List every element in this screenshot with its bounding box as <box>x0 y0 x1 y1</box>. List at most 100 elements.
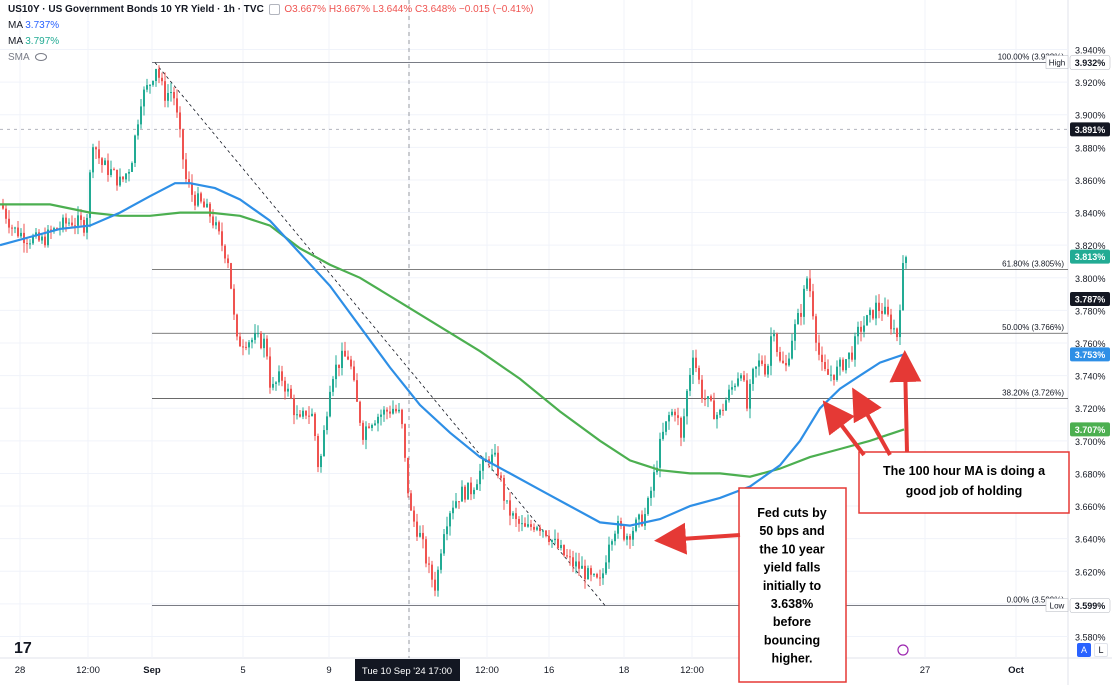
candle-body <box>155 69 157 81</box>
candle-body <box>794 324 796 341</box>
candle-body <box>356 380 358 402</box>
candle-body <box>590 568 592 575</box>
candle-body <box>308 415 310 417</box>
candle-body <box>143 89 145 107</box>
candle-body <box>611 541 613 545</box>
candle-body <box>647 498 649 515</box>
x-tick-label: 12:00 <box>475 665 499 676</box>
candle-body <box>383 409 385 415</box>
ma100-label: MA <box>8 20 23 31</box>
candle-body <box>605 562 607 574</box>
annotation-box-fed <box>738 487 847 683</box>
price-tag-value: 3.753% <box>1075 350 1106 360</box>
candle-body <box>719 409 721 415</box>
sma-row[interactable]: SMA <box>8 50 533 66</box>
candle-body <box>506 500 508 502</box>
candle-body <box>761 360 763 364</box>
candle-body <box>533 526 535 530</box>
candle-body <box>830 374 832 376</box>
candle-body <box>44 236 46 246</box>
candle-body <box>260 333 262 349</box>
candle-body <box>740 375 742 379</box>
log-scale-button[interactable]: L <box>1094 643 1108 657</box>
candle-body <box>536 527 538 530</box>
candle-body <box>797 313 799 325</box>
candle-body <box>698 368 700 380</box>
candle-body <box>803 288 805 317</box>
candle-body <box>599 577 601 579</box>
candle-body <box>584 565 586 580</box>
candle-body <box>125 173 127 180</box>
eye-icon[interactable] <box>34 53 47 62</box>
ma100-row[interactable]: MA 3.737% <box>8 18 533 34</box>
candle-body <box>581 565 583 569</box>
candle-body <box>431 564 433 580</box>
candle-body <box>608 544 610 563</box>
candle-body <box>686 390 688 417</box>
candle-body <box>890 314 892 330</box>
candle-body <box>782 360 784 364</box>
candle-body <box>239 336 241 347</box>
candle-body <box>755 366 757 369</box>
candle-body <box>353 366 355 381</box>
arrow-to-fed-low <box>654 522 741 555</box>
candle-body <box>482 459 484 471</box>
candle-body <box>593 574 595 576</box>
annotation-text-fed: before <box>773 615 811 629</box>
event-flash-icon[interactable] <box>897 644 909 656</box>
candle-body <box>449 513 451 527</box>
tradingview-logo[interactable]: 17 <box>14 640 32 657</box>
candle-body <box>272 383 274 388</box>
annotation-text-fed: 3.638% <box>771 597 813 611</box>
arrow-to-ma-1 <box>822 400 866 457</box>
candle-body <box>296 414 298 416</box>
candle-body <box>779 351 781 361</box>
candle-body <box>818 342 820 355</box>
candle-body <box>509 500 511 516</box>
candle-body <box>17 227 19 237</box>
crosshair-time-box <box>355 659 460 681</box>
candle-body <box>248 342 250 348</box>
candle-body <box>692 357 694 375</box>
candle-body <box>569 556 571 558</box>
candle-body <box>110 169 112 175</box>
annotation-text-fed: higher. <box>772 652 813 666</box>
candle-body <box>185 159 187 180</box>
plot-area[interactable] <box>0 0 1068 658</box>
fib-level-label: 50.00% (3.766%) <box>1002 323 1064 332</box>
candle-body <box>542 530 544 532</box>
y-tick-label: 3.580% <box>1075 633 1106 643</box>
candle-body <box>287 388 289 392</box>
candle-body <box>101 158 103 165</box>
candle-body <box>476 484 478 490</box>
candle-body <box>710 396 712 401</box>
symbol-title[interactable]: US10Y · US Government Bonds 10 YR Yield … <box>8 4 264 15</box>
price-tag-value: 3.599% <box>1075 601 1106 611</box>
candle-body <box>617 521 619 534</box>
arrow-to-ma-3 <box>889 350 922 453</box>
candle-body <box>26 243 28 245</box>
candle-body <box>440 553 442 570</box>
candle-body <box>641 514 643 526</box>
candle-body <box>878 302 880 311</box>
y-tick-label: 3.940% <box>1075 46 1106 56</box>
candle-body <box>728 389 730 401</box>
auto-scale-button[interactable]: A <box>1077 643 1091 657</box>
candle-body <box>701 379 703 399</box>
candle-body <box>596 574 598 578</box>
price-tag-box <box>1070 249 1110 264</box>
candle-body <box>371 424 373 428</box>
candle-body <box>746 380 748 409</box>
candle-body <box>215 222 217 226</box>
candle-body <box>119 176 121 186</box>
candle-body <box>548 535 550 543</box>
candle-body <box>575 561 577 567</box>
candle-body <box>680 417 682 438</box>
ma200-row[interactable]: MA 3.797% <box>8 34 533 50</box>
candle-body <box>401 409 403 425</box>
price-tag-box <box>1070 422 1110 437</box>
candle-body <box>47 229 49 246</box>
candle-body <box>182 129 184 160</box>
compare-icon[interactable] <box>268 3 280 15</box>
